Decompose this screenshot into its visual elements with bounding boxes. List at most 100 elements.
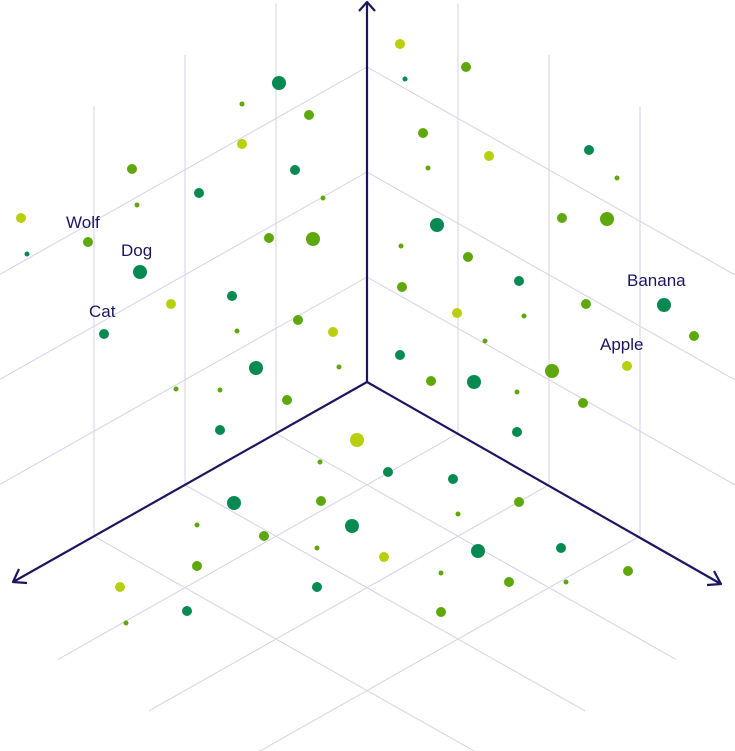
data-point <box>504 577 514 587</box>
data-point <box>123 620 129 626</box>
data-point <box>563 579 569 585</box>
data-point <box>438 570 444 576</box>
data-point <box>430 218 444 232</box>
data-points <box>16 39 699 626</box>
data-point <box>556 543 566 553</box>
data-point <box>463 252 473 262</box>
arrow-up-icon <box>358 0 376 12</box>
grid-line <box>0 171 368 380</box>
label-banana: Banana <box>627 271 686 290</box>
axis-right <box>366 381 722 585</box>
data-point <box>395 39 405 49</box>
data-point <box>448 474 458 484</box>
data-point <box>237 139 247 149</box>
arrow-left-icon <box>11 568 28 585</box>
data-point <box>383 467 393 477</box>
data-point <box>336 364 342 370</box>
data-point <box>320 195 326 201</box>
data-point <box>293 315 303 325</box>
label-dog: Dog <box>121 241 153 260</box>
data-point <box>425 165 431 171</box>
grid-line <box>0 276 368 485</box>
data-point <box>350 433 364 447</box>
data-point <box>512 427 522 437</box>
data-point <box>194 522 200 528</box>
grid-line <box>258 535 641 751</box>
data-point <box>316 496 326 506</box>
data-point <box>379 552 389 562</box>
data-point <box>282 395 292 405</box>
axes <box>11 0 723 587</box>
label-cat: Cat <box>89 302 116 321</box>
data-point <box>345 519 359 533</box>
data-point <box>452 308 462 318</box>
data-point <box>622 361 632 371</box>
data-point <box>133 265 147 279</box>
data-point <box>24 251 30 257</box>
axis-left <box>12 381 368 583</box>
grid-line <box>184 484 586 712</box>
grid-line <box>57 432 459 660</box>
label-wolf: Wolf <box>66 213 100 232</box>
data-point <box>234 328 240 334</box>
data-point <box>426 376 436 386</box>
data-point <box>484 151 494 161</box>
data-point <box>471 544 485 558</box>
data-point <box>557 213 567 223</box>
grid-line <box>366 276 735 486</box>
data-point <box>314 545 320 551</box>
grid-line <box>93 535 476 751</box>
data-point <box>395 350 405 360</box>
data-point <box>312 582 322 592</box>
data-point <box>127 164 137 174</box>
data-point <box>304 110 314 120</box>
data-point <box>398 243 404 249</box>
data-point <box>578 398 588 408</box>
data-point <box>290 165 300 175</box>
data-point <box>418 128 428 138</box>
data-point <box>436 607 446 617</box>
data-point <box>166 299 176 309</box>
data-point <box>467 375 481 389</box>
data-point <box>217 387 223 393</box>
data-point <box>623 566 633 576</box>
data-point <box>657 298 671 312</box>
data-point <box>545 364 559 378</box>
data-point <box>272 76 286 90</box>
data-point <box>614 175 620 181</box>
data-point <box>134 202 140 208</box>
data-point <box>83 237 93 247</box>
data-point <box>514 497 524 507</box>
arrow-right-icon <box>706 570 723 587</box>
data-point <box>521 313 527 319</box>
data-point <box>182 606 192 616</box>
data-point <box>16 213 26 223</box>
data-point <box>99 329 109 339</box>
data-point <box>215 425 225 435</box>
grid-line <box>148 484 550 712</box>
data-point <box>482 338 488 344</box>
data-point <box>317 459 323 465</box>
label-apple: Apple <box>600 335 644 354</box>
data-point <box>259 531 269 541</box>
data-point <box>584 145 594 155</box>
data-point <box>192 561 202 571</box>
data-point <box>194 188 204 198</box>
data-point <box>239 101 245 107</box>
data-point <box>514 389 520 395</box>
grid-line <box>366 66 735 276</box>
data-point <box>402 76 408 82</box>
data-point <box>689 331 699 341</box>
data-point <box>306 232 320 246</box>
data-point <box>264 233 274 243</box>
data-point <box>328 327 338 337</box>
data-point <box>600 212 614 226</box>
data-point <box>227 291 237 301</box>
grid-line <box>366 171 735 381</box>
data-point <box>397 282 407 292</box>
data-point <box>461 62 471 72</box>
data-point <box>581 299 591 309</box>
data-point <box>173 386 179 392</box>
grid-line <box>0 66 368 275</box>
